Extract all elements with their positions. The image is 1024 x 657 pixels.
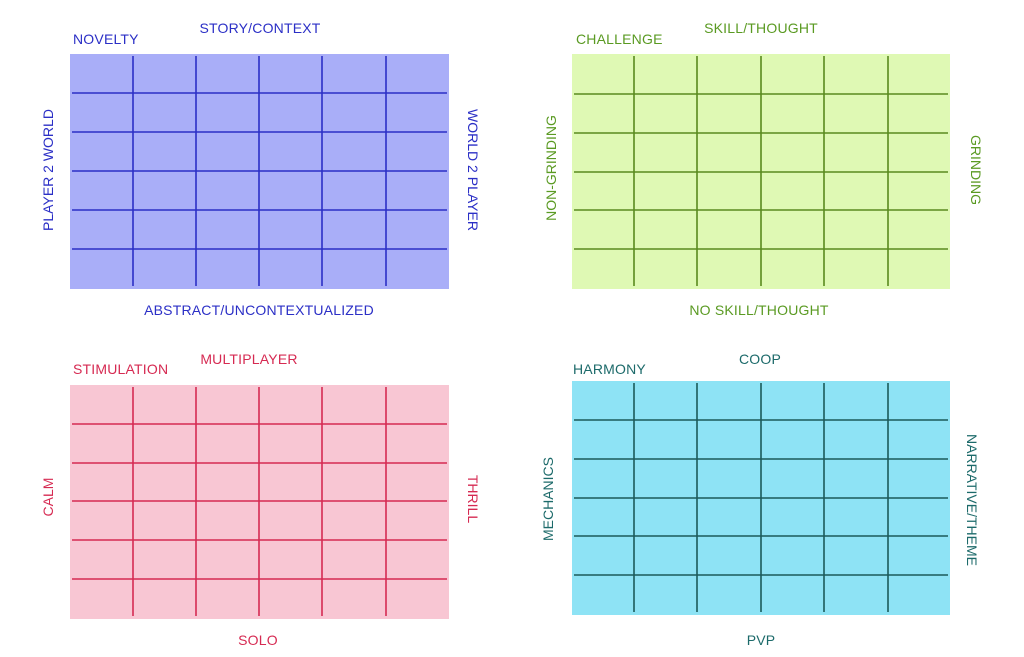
label-coop: COOP xyxy=(738,351,782,367)
label-skill-thought: SKILL/THOUGHT xyxy=(704,20,818,36)
grid-multiplayer-solo xyxy=(70,385,449,619)
label-story-context: STORY/CONTEXT xyxy=(199,20,321,36)
label-thrill: THRILL xyxy=(465,474,481,524)
label-stimulation: STIMULATION xyxy=(73,361,169,377)
label-challenge: CHALLENGE xyxy=(576,31,663,47)
label-abstract-uncontextualized: ABSTRACT/UNCONTEXTUALIZED xyxy=(144,302,374,318)
grid-story-context xyxy=(70,54,449,289)
label-non-grinding: NON-GRINDING xyxy=(543,115,559,221)
label-harmony: HARMONY xyxy=(573,361,646,377)
label-pvp: PVP xyxy=(746,632,776,648)
label-narrative-theme: NARRATIVE/THEME xyxy=(964,434,980,566)
grid-coop-pvp xyxy=(572,381,950,615)
label-solo: SOLO xyxy=(238,632,278,648)
label-calm: CALM xyxy=(40,477,56,517)
label-novelty: NOVELTY xyxy=(73,31,139,47)
label-world-2-player: WORLD 2 PLAYER xyxy=(465,109,481,231)
label-grinding: GRINDING xyxy=(968,135,984,205)
label-player-2-world: PLAYER 2 WORLD xyxy=(40,109,56,231)
grid-skill-thought xyxy=(572,54,950,289)
label-no-skill-thought: NO SKILL/THOUGHT xyxy=(689,302,829,318)
label-mechanics: MECHANICS xyxy=(540,456,556,542)
label-multiplayer: MULTIPLAYER xyxy=(200,351,298,367)
